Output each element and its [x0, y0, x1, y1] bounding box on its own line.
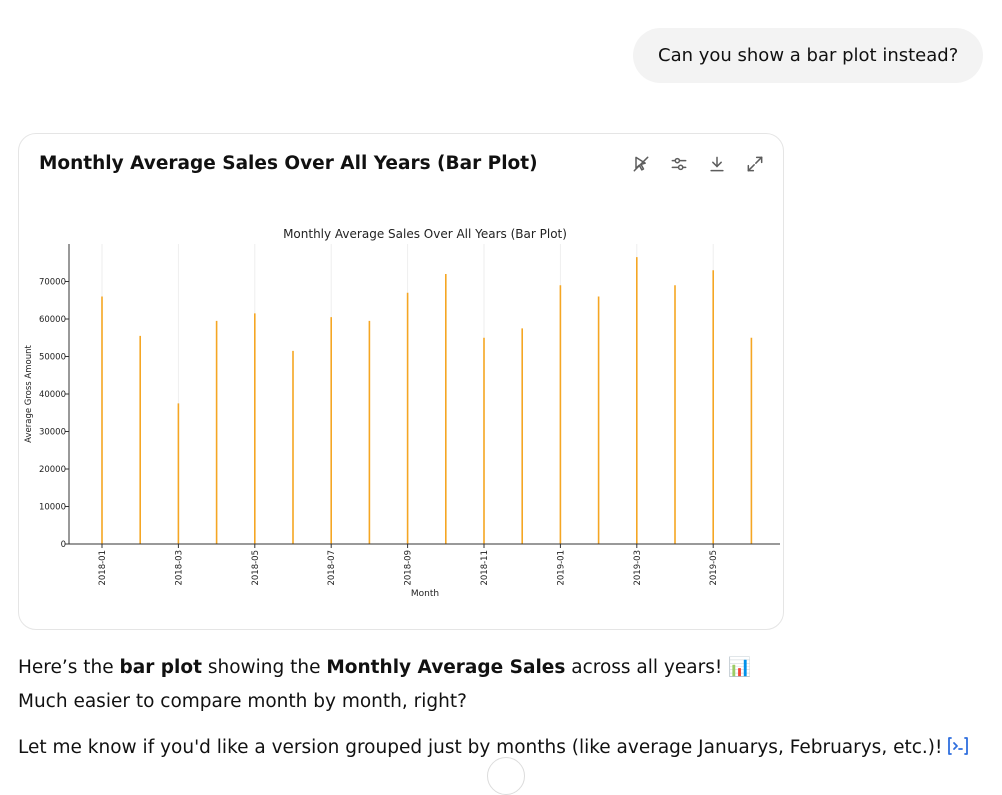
y-tick-label: 60000	[39, 315, 66, 325]
reply-bold-monthly-avg: Monthly Average Sales	[326, 657, 566, 678]
chart-card-title: Monthly Average Sales Over All Years (Ba…	[39, 153, 538, 174]
scroll-down-button[interactable]	[487, 757, 525, 795]
y-tick-label: 30000	[39, 428, 66, 438]
interactive-off-icon[interactable]	[629, 152, 653, 176]
bar-2018-03	[177, 403, 180, 544]
y-tick-label: 10000	[39, 503, 66, 513]
reply-text-2: showing the	[201, 657, 327, 678]
bar-2018-02	[139, 335, 141, 544]
y-tick-label: 40000	[39, 390, 66, 400]
bar-2018-08	[368, 320, 371, 544]
bar-2019-02	[597, 296, 600, 544]
bar-2019-03	[636, 257, 638, 544]
chart-card-actions	[629, 152, 767, 176]
x-tick-label: 2018-07	[327, 550, 337, 586]
reply-bold-bar-plot: bar plot	[119, 657, 202, 678]
chart-card: Monthly Average Sales Over All Years (Ba…	[18, 133, 784, 630]
x-axis-label: Month	[411, 589, 439, 599]
bar-2018-01	[101, 296, 103, 544]
y-tick-label: 0	[61, 540, 66, 550]
bar-2019-01	[559, 285, 562, 544]
reply-line-1: Here’s the bar plot showing the Monthly …	[18, 656, 751, 678]
reply-text-1: Here’s the	[18, 657, 120, 678]
x-tick-label: 2018-01	[98, 550, 108, 586]
bar-2018-06	[292, 350, 294, 544]
plot-title: Monthly Average Sales Over All Years (Ba…	[283, 227, 567, 241]
x-tick-label: 2018-09	[404, 550, 414, 586]
reply-line-2: Much easier to compare month by month, r…	[18, 691, 467, 712]
reply-text-3: across all years! 📊	[565, 657, 752, 678]
bar-2018-07	[330, 317, 332, 544]
x-tick-label: 2019-01	[556, 550, 566, 586]
bar-2019-06	[750, 337, 753, 544]
bar-2018-11	[483, 337, 485, 544]
code-icon[interactable]	[946, 736, 970, 761]
user-message-text: Can you show a bar plot instead?	[658, 45, 959, 66]
bar-2019-04	[674, 285, 676, 544]
bar-2018-05	[254, 313, 256, 544]
y-axis-label: Average Gross Amount	[24, 345, 34, 443]
x-tick-label: 2019-03	[633, 550, 643, 586]
bar-2018-09	[406, 292, 409, 544]
y-tick-label: 20000	[39, 465, 66, 475]
y-tick-label: 50000	[39, 353, 66, 363]
download-icon[interactable]	[705, 152, 729, 176]
bar-2019-05	[712, 270, 714, 544]
chart-settings-icon[interactable]	[667, 152, 691, 176]
user-message-bubble: Can you show a bar plot instead?	[633, 28, 984, 83]
reply-line-3-text: Let me know if you'd like a version grou…	[18, 737, 943, 758]
bar-2018-04	[215, 320, 218, 544]
x-tick-label: 2018-03	[174, 550, 184, 586]
x-tick-label: 2018-05	[251, 550, 261, 586]
reply-line-3: Let me know if you'd like a version grou…	[18, 736, 970, 761]
y-tick-label: 70000	[39, 278, 66, 288]
x-tick-label: 2019-05	[709, 550, 719, 586]
bar-2018-12	[521, 328, 523, 544]
expand-icon[interactable]	[743, 152, 767, 176]
x-tick-label: 2018-11	[480, 550, 490, 586]
bar-chart: 0 10000 20000 30000 40000 50000 60000 70000 2018…	[24, 227, 780, 599]
bar-2018-10	[445, 274, 447, 544]
